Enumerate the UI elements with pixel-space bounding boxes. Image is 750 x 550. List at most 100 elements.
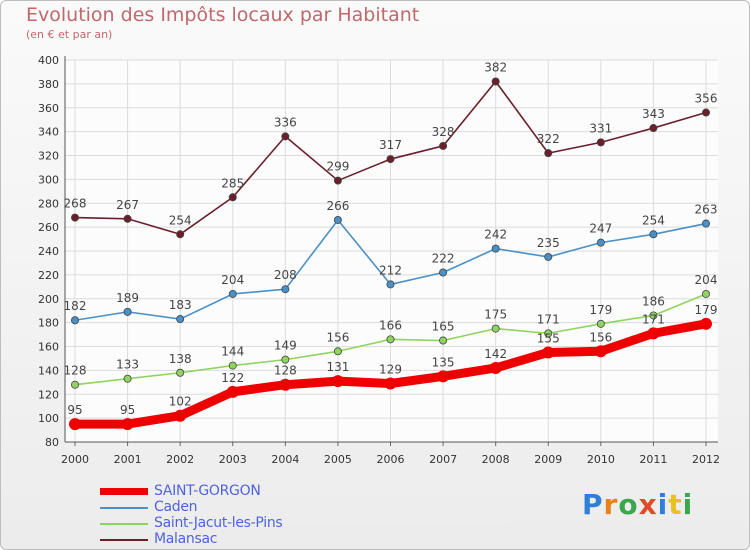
chart-title: Evolution des Impôts locaux par Habitant [26,4,420,26]
data-label: 254 [642,213,665,227]
data-point [71,316,80,325]
y-tick-label: 240 [38,245,59,258]
data-label: 144 [221,345,244,359]
data-point [281,285,290,294]
data-label: 102 [169,395,192,409]
data-point [649,124,658,133]
data-label: 95 [67,403,82,417]
data-label: 179 [589,303,612,317]
data-point [71,213,80,222]
data-label: 212 [379,263,402,277]
x-tick-label: 2005 [324,453,352,466]
data-label: 156 [326,330,349,344]
data-label: 156 [589,330,612,344]
data-label: 204 [221,273,244,287]
data-point [491,244,500,253]
logo-letter: P [582,488,604,521]
data-label: 135 [432,355,455,369]
data-label: 336 [274,115,297,129]
proxiti-logo: Proxiti [582,488,693,521]
logo-letter: i [657,488,669,521]
data-label: 129 [379,363,402,377]
y-tick-label: 120 [38,388,59,401]
legend-item-caden: Caden [100,499,360,516]
data-point [333,347,342,356]
x-tick-label: 2011 [639,453,667,466]
data-point [226,385,239,398]
y-tick-label: 380 [38,78,59,91]
x-tick-label: 2003 [219,453,247,466]
data-point [384,377,397,390]
y-tick-label: 220 [38,269,59,282]
data-point [491,77,500,86]
data-label: 267 [116,198,139,212]
x-tick-label: 2000 [61,453,89,466]
data-point [281,132,290,141]
data-label: 247 [589,222,612,236]
data-point [176,368,185,377]
legend-swatch-malansac [100,539,148,541]
x-tick-label: 2004 [271,453,299,466]
data-point [700,317,712,330]
data-label: 171 [642,312,665,326]
data-point [702,289,711,298]
data-label: 122 [221,371,244,385]
data-label: 356 [695,92,718,106]
legend-label-malansac: Malansac [154,531,218,547]
data-label: 186 [642,294,665,308]
x-tick-label: 2008 [482,453,510,466]
data-label: 179 [695,303,718,317]
legend-swatch-saint-jacut [100,523,148,525]
data-label: 183 [169,298,192,312]
data-label: 263 [695,203,718,217]
data-point [386,280,395,289]
x-tick-label: 2010 [587,453,615,466]
data-label: 235 [537,236,560,250]
y-tick-label: 320 [38,150,59,163]
data-label: 155 [537,331,560,345]
data-point [71,380,80,389]
data-label: 189 [116,291,139,305]
data-label: 182 [64,299,87,313]
y-tick-label: 100 [38,412,59,425]
y-tick-label: 200 [38,293,59,306]
x-tick-label: 2001 [114,453,142,466]
data-point [439,141,448,150]
data-label: 222 [432,251,455,265]
data-point [279,378,292,391]
data-point [69,418,81,431]
data-point [544,149,553,158]
data-label: 133 [116,358,139,372]
logo-letter: i [682,488,694,521]
data-label: 204 [695,273,718,287]
data-point [594,345,607,358]
data-label: 328 [432,125,455,139]
y-tick-label: 360 [38,102,59,115]
legend-swatch-saint-gorgon [100,488,148,495]
y-tick-label: 140 [38,364,59,377]
data-point [123,214,132,223]
x-tick-label: 2006 [377,453,405,466]
data-point [596,138,605,147]
legend-swatch-caden [100,507,148,509]
data-point [596,319,605,328]
y-tick-label: 260 [38,221,59,234]
data-label: 285 [221,176,244,190]
y-tick-label: 340 [38,126,59,139]
logo-letter: r [603,488,619,521]
data-point [596,238,605,247]
y-tick-label: 280 [38,197,59,210]
data-label: 175 [484,308,507,322]
data-label: 322 [537,132,560,146]
legend-label-saint-gorgon: SAINT-GORGON [154,483,261,499]
x-tick-label: 2002 [166,453,194,466]
data-label: 208 [274,268,297,282]
y-tick-label: 160 [38,341,59,354]
legend-item-saint-jacut: Saint-Jacut-les-Pins [100,515,360,532]
data-point [121,418,134,431]
data-label: 317 [379,138,402,152]
data-label: 131 [326,360,349,374]
data-point [386,155,395,164]
data-label: 138 [169,352,192,366]
